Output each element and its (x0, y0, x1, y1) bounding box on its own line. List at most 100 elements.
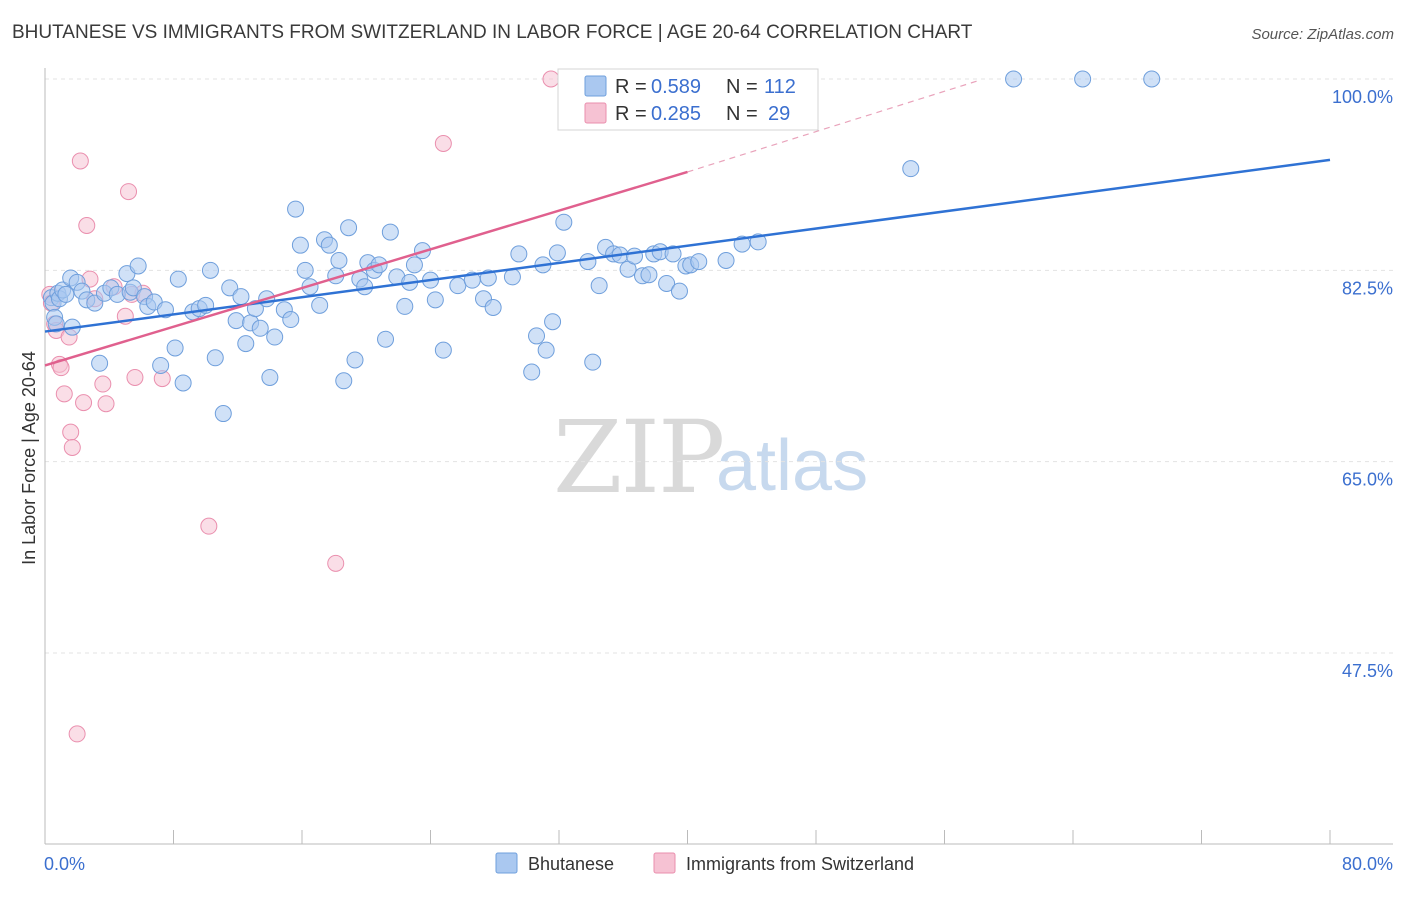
point-bhutanese-87 (555, 213, 573, 231)
y-tick-label-3: 47.5% (1342, 661, 1393, 681)
point-bhutanese-7 (57, 285, 75, 303)
point-bhutanese-51 (311, 296, 329, 314)
point-switzerland-9 (63, 438, 81, 456)
point-bhutanese-65 (381, 223, 399, 241)
correlation-legend: R = 0.589 N = 112 R = 0.285 N = 29 (557, 68, 819, 131)
point-bhutanese-41 (251, 319, 269, 337)
point-bhutanese-101 (664, 245, 682, 263)
point-bhutanese-48 (291, 236, 309, 254)
point-switzerland-28 (542, 70, 560, 88)
point-bhutanese-24 (152, 356, 170, 374)
x-tick-label-1: 80.0% (1342, 854, 1393, 874)
point-bhutanese-20 (129, 257, 147, 275)
legend-swatch-blue (584, 75, 607, 97)
point-bhutanese-72 (426, 291, 444, 309)
point-bhutanese-97 (640, 266, 658, 284)
point-bhutanese-55 (330, 251, 348, 269)
legend-r-label-pink: R = (615, 103, 647, 125)
point-bhutanese-38 (237, 335, 255, 353)
point-switzerland-10 (68, 725, 86, 743)
point-switzerland-27 (434, 135, 452, 153)
point-bhutanese-86 (548, 244, 566, 262)
bottom-legend-swatch-switzerland (653, 852, 676, 874)
point-bhutanese-13 (91, 354, 109, 372)
trend-line-bhutanese (44, 158, 1331, 333)
point-switzerland-12 (75, 394, 93, 412)
point-bhutanese-34 (214, 405, 232, 423)
series-immigrants-switzerland-points (41, 70, 560, 743)
point-bhutanese-102 (670, 282, 688, 300)
point-bhutanese-67 (396, 297, 414, 315)
point-bhutanese-35 (221, 279, 239, 297)
point-bhutanese-89 (584, 353, 602, 371)
series-legend: Bhutanese Immigrants from Switzerland (495, 852, 914, 874)
legend-r-value-pink: 0.285 (651, 103, 701, 125)
point-bhutanese-106 (717, 251, 735, 269)
point-bhutanese-58 (346, 351, 364, 369)
y-tick-labels: 100.0% 82.5% 65.0% 47.5% (1332, 87, 1393, 681)
legend-n-label-blue: N = (726, 76, 758, 98)
point-bhutanese-19 (124, 279, 142, 297)
x-tick-labels: 0.0% 80.0% (44, 854, 1393, 874)
point-switzerland-22 (126, 368, 144, 386)
y-tick-label-0: 100.0% (1332, 87, 1393, 107)
point-switzerland-20 (120, 183, 138, 201)
point-switzerland-26 (327, 554, 345, 572)
point-switzerland-25 (200, 517, 218, 535)
point-bhutanese-84 (537, 341, 555, 359)
point-bhutanese-85 (544, 313, 562, 331)
axes (44, 68, 1393, 845)
point-switzerland-8 (62, 423, 80, 441)
legend-r-value-blue: 0.589 (651, 76, 701, 98)
chart-source: Source: ZipAtlas.com (1251, 26, 1394, 43)
legend-n-value-blue: 112 (764, 76, 796, 98)
point-bhutanese-81 (523, 363, 541, 381)
point-bhutanese-26 (166, 339, 184, 357)
point-bhutanese-80 (510, 245, 528, 263)
point-switzerland-17 (97, 395, 115, 413)
point-bhutanese-78 (484, 299, 502, 317)
y-tick-label-1: 82.5% (1342, 278, 1393, 298)
point-bhutanese-73 (434, 341, 452, 359)
point-bhutanese-109 (902, 160, 920, 178)
point-bhutanese-36 (227, 312, 245, 330)
trend-line-switzerland (44, 170, 688, 367)
watermark-zip: ZIP (553, 399, 723, 516)
point-bhutanese-47 (287, 200, 305, 218)
y-axis-title: In Labor Force | Age 20-64 (19, 351, 39, 565)
legend-swatch-pink (584, 102, 607, 124)
point-bhutanese-95 (625, 247, 643, 265)
point-bhutanese-74 (449, 277, 467, 295)
point-bhutanese-105 (690, 253, 708, 271)
bottom-legend-label-switzerland: Immigrants from Switzerland (686, 854, 914, 874)
point-bhutanese-69 (405, 256, 423, 274)
legend-n-value-pink: 29 (768, 103, 790, 125)
point-bhutanese-3 (47, 315, 65, 333)
point-switzerland-13 (78, 217, 96, 235)
point-bhutanese-60 (356, 278, 374, 296)
grid-lines (45, 78, 1393, 654)
point-bhutanese-28 (174, 374, 192, 392)
point-bhutanese-82 (528, 327, 546, 345)
point-bhutanese-57 (340, 219, 358, 237)
point-switzerland-6 (55, 385, 73, 403)
point-bhutanese-88 (579, 253, 597, 271)
watermark-atlas: atlas (716, 426, 868, 506)
point-bhutanese-37 (232, 288, 250, 306)
point-bhutanese-43 (261, 368, 279, 386)
point-bhutanese-27 (169, 270, 187, 288)
point-bhutanese-49 (296, 261, 314, 279)
series-bhutanese-points (42, 70, 1161, 423)
point-bhutanese-100 (658, 274, 676, 292)
point-bhutanese-112 (1143, 70, 1161, 88)
point-bhutanese-53 (320, 236, 338, 254)
chart-title: BHUTANESE VS IMMIGRANTS FROM SWITZERLAND… (12, 22, 973, 43)
point-bhutanese-64 (377, 330, 395, 348)
point-bhutanese-110 (1005, 70, 1023, 88)
point-bhutanese-111 (1074, 70, 1092, 88)
legend-r-label-blue: R = (615, 76, 647, 98)
y-tick-label-2: 65.0% (1342, 470, 1393, 490)
point-switzerland-11 (71, 152, 89, 170)
